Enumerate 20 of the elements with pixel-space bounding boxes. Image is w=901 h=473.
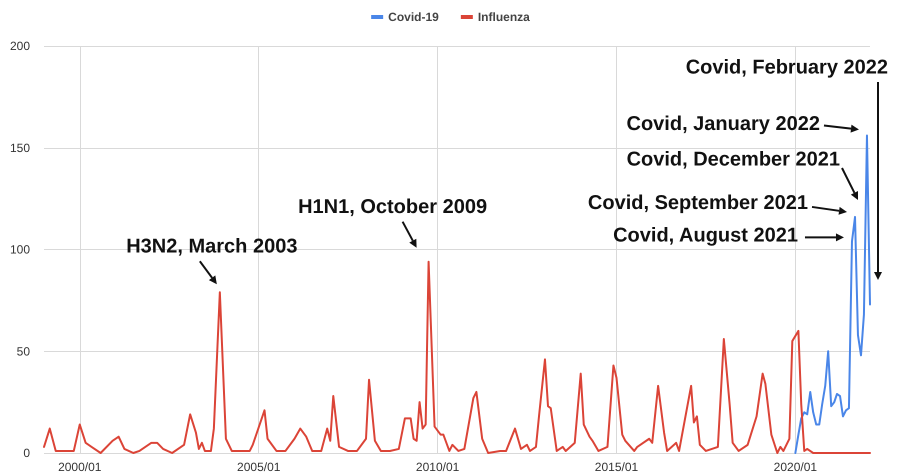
annotation: Covid, August 2021 <box>613 224 798 247</box>
x-tick-label: 2010/01 <box>416 460 460 473</box>
x-tick-label: 2005/01 <box>237 460 281 473</box>
y-tick-label: 0 <box>23 446 30 460</box>
legend-label: Covid-19 <box>388 10 440 24</box>
annotation: Covid, December 2021 <box>626 148 840 170</box>
y-tick-label: 50 <box>16 344 30 358</box>
annotation: H1N1, October 2009 <box>298 196 488 218</box>
annotation: Covid, January 2022 <box>626 112 820 135</box>
y-tick-label: 200 <box>10 39 30 53</box>
x-tick-label: 2000/01 <box>58 460 102 473</box>
x-tick-label: 2015/01 <box>594 460 638 473</box>
x-tick-label: 2020/01 <box>774 460 818 473</box>
y-tick-label: 150 <box>10 140 30 155</box>
y-tick-label: 100 <box>10 242 30 256</box>
legend-label: Influenza <box>478 10 530 24</box>
annotation: Covid, February 2022 <box>686 56 888 78</box>
annotation: Covid, September 2021 <box>588 192 808 214</box>
line-series <box>43 260 871 454</box>
annotation: H3N2, March 2003 <box>126 236 298 258</box>
